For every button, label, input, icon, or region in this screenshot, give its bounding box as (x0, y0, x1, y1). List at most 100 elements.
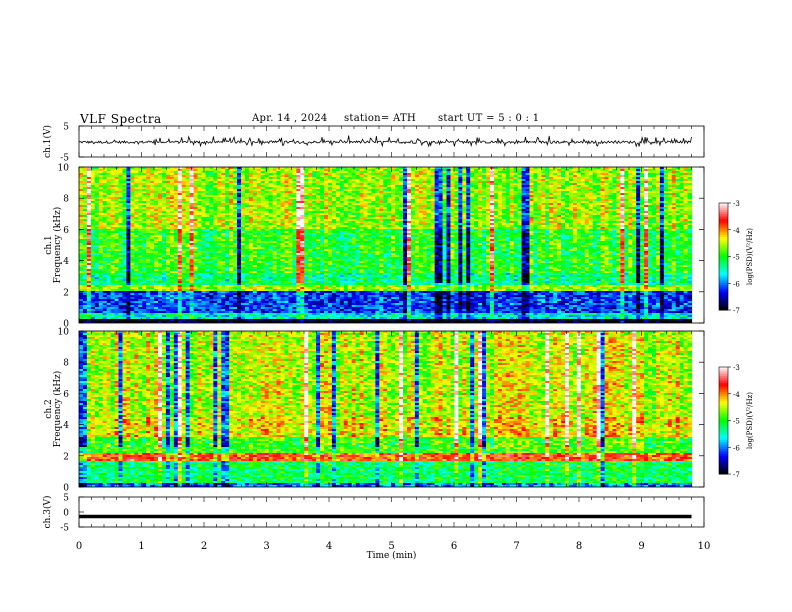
ch1-spectrogram-cell (288, 171, 293, 173)
ch1-spectrogram-cell (364, 169, 369, 171)
ch1-spectrogram-cell (83, 169, 88, 171)
ch1-spectrogram-cell (664, 183, 669, 185)
ch1-spectrogram-cell (466, 173, 471, 175)
ch1-spectrogram-cell (126, 175, 131, 177)
ch1-spectrogram-cell (498, 177, 503, 179)
ch1-spectrogram-cell (91, 177, 96, 179)
ch1-spectrogram-cell (443, 171, 448, 173)
ch1-spectrogram-cell (573, 171, 578, 173)
ch1-spectrogram-cell (158, 181, 163, 183)
ch1-spectrogram-cell (518, 169, 523, 171)
ch1-spectrogram-cell (316, 185, 321, 187)
ch1-spectrogram-cell (612, 183, 617, 185)
ch1-spectrogram-cell (209, 171, 214, 173)
ch1-spectrogram-cell (213, 185, 218, 187)
ch1-spectrogram-cell (454, 171, 459, 173)
ch1-spectrogram-cell (324, 173, 329, 175)
ch1-spectrogram-cell (450, 185, 455, 187)
ch1-spectrogram-cell (233, 175, 238, 177)
ch1-spectrogram-cell (577, 179, 582, 181)
ch1-spectrogram-cell (545, 181, 550, 183)
ch1-spectrogram-cell (257, 175, 262, 177)
ch1-spectrogram-cell (612, 173, 617, 175)
ch1-spectrogram-cell (91, 175, 96, 177)
ch1-spectrogram-cell (277, 173, 282, 175)
ch1-spectrogram-cell (198, 185, 203, 187)
ch1-spectrogram-cell (593, 169, 598, 171)
ch1-spectrogram-cell (170, 171, 175, 173)
ch1-spectrogram-cell (237, 179, 242, 181)
ch1-spectrogram-cell (688, 175, 693, 177)
ch1-spectrogram-cell (166, 173, 171, 175)
ch1-spectrogram-cell (443, 179, 448, 181)
ch1-spectrogram-cell (506, 171, 511, 173)
ch1-spectrogram-cell (498, 185, 503, 187)
ch1-spectrogram-cell (202, 181, 207, 183)
ch1-spectrogram-cell (115, 175, 120, 177)
ch1-spectrogram-cell (510, 173, 515, 175)
ch1-spectrogram-cell (95, 175, 100, 177)
ch1-spectrogram-cell (296, 179, 301, 181)
ch1-spectrogram-cell (348, 177, 353, 179)
ch1-spectrogram-cell (502, 185, 507, 187)
ch1-spectrogram-cell (304, 169, 309, 171)
ch1-spectrogram-cell (656, 181, 661, 183)
ch1-spectrogram-cell (474, 185, 479, 187)
ch1-spectrogram-cell (383, 169, 388, 171)
ch1-spectrogram-cell (399, 181, 404, 183)
ch1-spectrogram-cell (676, 169, 681, 171)
ch1-spectrogram-cell (308, 175, 313, 177)
ch1-spectrogram-cell (328, 171, 333, 173)
ch1-spectrogram-cell (352, 179, 357, 181)
ch1-spectrogram-cell (632, 175, 637, 177)
ch1-spectrogram-cell (664, 179, 669, 181)
ch1-spectrogram-cell (514, 185, 519, 187)
ch1-spectrogram-cell (130, 173, 135, 175)
ch1-spectrogram-cell (557, 183, 562, 185)
ch1-spectrogram-cell (435, 183, 440, 185)
ch1-spectrogram-cell (443, 173, 448, 175)
ch1-spectrogram-cell (257, 169, 262, 171)
ch1-spectrogram-cell (320, 179, 325, 181)
ch1-spectrogram-cell (79, 171, 84, 173)
ch1-spectrogram-cell (154, 173, 159, 175)
ch1-spectrogram-cell (407, 183, 412, 185)
ch1-spectrogram-cell (514, 175, 519, 177)
ch1-spectrogram-cell (111, 177, 116, 179)
ch1-spectrogram-cell (178, 171, 183, 173)
ch1-spectrogram-cell (205, 179, 210, 181)
ch1-spectrogram-cell (237, 175, 242, 177)
ch1-spectrogram-cell (174, 173, 179, 175)
ch1-spectrogram-cell (308, 179, 313, 181)
ch1-spectrogram-cell (253, 179, 258, 181)
ch1-spectrogram-cell (245, 173, 250, 175)
ch1-spectrogram-cell (431, 175, 436, 177)
ch1-spectrogram-cell (245, 169, 250, 171)
ch1-spectrogram-cell (87, 171, 92, 173)
ch1-spectrogram-cell (395, 183, 400, 185)
ch1-spectrogram-cell (557, 169, 562, 171)
ch1-spectrogram-cell (680, 173, 685, 175)
ch1-spectrogram-cell (569, 185, 574, 187)
ch1-spectrogram-cell (391, 173, 396, 175)
ch1-spectrogram-cell (419, 177, 424, 179)
ch1-spectrogram-cell (249, 169, 254, 171)
ch1-spectrogram-cell (356, 179, 361, 181)
ch1-spectrogram-cell (178, 173, 183, 175)
ch1-spectrogram-cell (340, 177, 345, 179)
ch1-spectrogram-cell (514, 173, 519, 175)
ch1-spectrogram-cell (616, 171, 621, 173)
ch1-spectrogram-cell (427, 185, 432, 187)
ch1-spectrogram-cell (146, 179, 151, 181)
ch1-spectrogram-cell (257, 181, 262, 183)
ch1-spectrogram-cell (233, 181, 238, 183)
ch1-spectrogram-cell (454, 173, 459, 175)
ch1-spectrogram-cell (364, 179, 369, 181)
ch1-spectrogram-cell (411, 173, 416, 175)
ch1-spectrogram-cell (253, 183, 258, 185)
ch1-spectrogram-cell (640, 171, 645, 173)
ch1-spectrogram-cell (490, 177, 495, 179)
ch1-spectrogram-cell (423, 179, 428, 181)
ch1-spectrogram-cell (217, 177, 222, 179)
ch1-spectrogram-cell (387, 171, 392, 173)
